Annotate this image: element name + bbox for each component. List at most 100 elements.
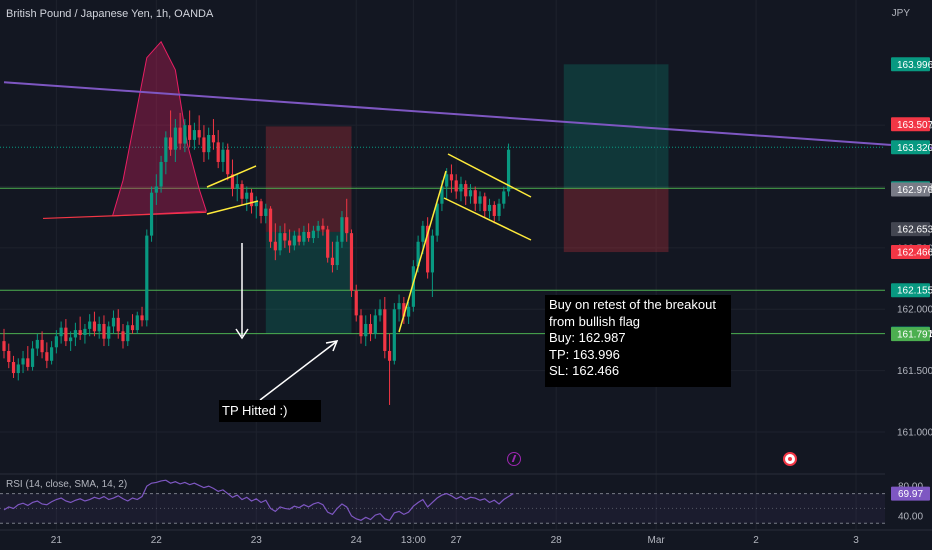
candle-body <box>202 137 206 153</box>
candle-body <box>316 225 320 231</box>
candle-body <box>307 231 311 239</box>
price-tag-bg <box>891 117 930 132</box>
price-tag: 163.996 <box>891 57 932 72</box>
price-tag-label: 163.320 <box>897 143 932 154</box>
candle-body <box>207 134 211 153</box>
candle-body <box>88 321 92 329</box>
trade-note-line: TP: 163.996 <box>549 346 620 362</box>
candle-body <box>240 184 244 199</box>
economic-event-icon[interactable] <box>783 452 797 466</box>
price-tag-label: 162.653 <box>897 225 932 236</box>
chart-title[interactable]: British Pound / Japanese Yen, 1h, OANDA <box>6 8 214 20</box>
candle-body <box>211 134 216 143</box>
candle-body <box>169 137 173 150</box>
candle-body <box>345 217 349 234</box>
candle-body <box>183 125 187 144</box>
candle-body <box>159 161 163 187</box>
price-tag-label: 162.976 <box>897 185 932 196</box>
candle-body <box>426 225 430 273</box>
candle-body <box>402 303 406 317</box>
price-tag: 162.653 <box>891 222 932 237</box>
candle-body <box>149 192 154 236</box>
trade-note-line: SL: 162.466 <box>549 363 620 378</box>
candle-body <box>121 331 125 342</box>
price-tag-bg <box>891 182 930 197</box>
candle-body <box>326 229 330 258</box>
flag-line <box>443 197 532 241</box>
candle-body <box>335 241 339 266</box>
candle-body <box>69 337 73 342</box>
time-tick-label: 3 <box>853 535 859 546</box>
candle-body <box>297 235 301 242</box>
candle-body <box>111 317 116 327</box>
candle-body <box>445 174 449 187</box>
time-tick-label: 2 <box>753 535 759 546</box>
flag-line <box>447 153 532 198</box>
candle-body <box>50 347 54 361</box>
candle-body <box>449 174 454 181</box>
candle-body <box>16 364 20 374</box>
candle-body <box>135 315 139 331</box>
candle-body <box>278 233 282 251</box>
candle-body <box>454 180 458 192</box>
time-tick-label: 23 <box>251 535 263 546</box>
rsi-value-label: 69.97 <box>898 489 923 500</box>
candle-body <box>216 142 220 162</box>
candle-body <box>468 190 473 197</box>
candle-body <box>226 149 230 175</box>
price-tag: 161.797 <box>891 327 932 342</box>
neckline <box>43 211 207 220</box>
time-tick-label: 13:00 <box>401 535 426 546</box>
candle-body <box>45 352 49 361</box>
price-tag-label: 162.155 <box>897 286 932 297</box>
candle-body <box>140 315 144 321</box>
rsi-tick-label: 40.00 <box>898 511 923 522</box>
candle-body <box>506 149 511 192</box>
time-tick-label: 22 <box>151 535 163 546</box>
candle-body <box>359 315 363 337</box>
head-and-shoulders-pattern <box>111 40 207 217</box>
currency-label[interactable]: JPY <box>891 8 910 19</box>
candle-body <box>392 309 396 361</box>
candle-body <box>378 309 382 316</box>
candle-body <box>264 208 268 216</box>
price-tick-label: 161.500 <box>897 366 932 377</box>
candle-body <box>483 196 487 212</box>
candle-body <box>407 306 411 317</box>
descending-trendline <box>3 81 932 149</box>
candle-body <box>311 230 315 239</box>
candle-body <box>292 235 296 246</box>
price-tag-label: 163.996 <box>897 60 932 71</box>
candle-body <box>97 323 101 332</box>
candle-body <box>387 350 392 361</box>
rsi-band <box>0 493 885 524</box>
candle-body <box>421 225 425 242</box>
price-tag-bg <box>891 283 930 298</box>
candle-body <box>368 323 373 334</box>
candle-body <box>254 201 258 207</box>
candle-body <box>11 362 16 374</box>
candle-body <box>502 191 506 204</box>
price-tick-label: 162.000 <box>897 305 932 316</box>
candle-body <box>107 326 111 339</box>
candle-body <box>40 339 44 353</box>
candle-body <box>188 125 192 140</box>
rsi-title[interactable]: RSI (14, close, SMA, 14, 2) <box>6 479 128 490</box>
candle-body <box>164 137 168 162</box>
trade-note-line: Buy: 162.987 <box>549 330 626 345</box>
candle-body <box>340 217 344 242</box>
candle-body <box>349 233 354 291</box>
candle-body <box>416 241 420 267</box>
dividend-event-icon[interactable] <box>507 452 521 466</box>
candle-body <box>464 184 468 197</box>
candle-body <box>235 184 239 189</box>
candle-body <box>397 303 401 310</box>
candle-body <box>130 325 135 331</box>
candle-body <box>330 257 335 266</box>
price-tick-label: 161.000 <box>897 427 932 438</box>
candle-body <box>473 190 477 204</box>
candle-body <box>7 350 11 363</box>
candle-body <box>273 241 277 251</box>
tp-hit-note: TP Hitted :) <box>219 400 321 422</box>
candle-body <box>245 192 249 199</box>
